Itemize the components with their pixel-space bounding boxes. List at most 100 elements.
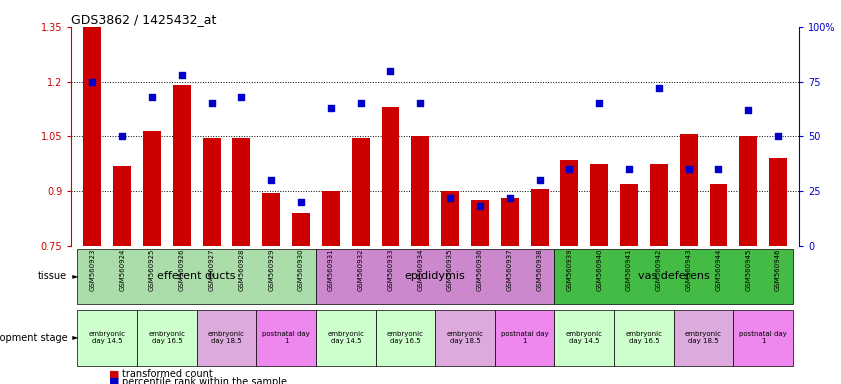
Bar [257,310,316,366]
Bar [316,249,554,304]
Text: GSM560926: GSM560926 [179,248,185,291]
Bar [770,158,787,246]
Text: ■: ■ [109,369,119,379]
Point [711,166,725,172]
Text: ►: ► [67,272,79,281]
Bar [554,310,614,366]
Bar [650,164,668,246]
Text: GSM560936: GSM560936 [477,248,483,291]
Bar [500,199,519,246]
Point [324,105,337,111]
Bar [560,160,579,246]
Bar [733,310,793,366]
Point [205,101,219,107]
Point [175,72,188,78]
Bar [352,138,370,246]
Bar [710,184,727,246]
Text: transformed count: transformed count [122,369,213,379]
Text: embryonic
day 14.5: embryonic day 14.5 [327,331,364,344]
Text: embryonic
day 18.5: embryonic day 18.5 [685,331,722,344]
Text: GSM560941: GSM560941 [626,248,632,291]
Text: GSM560931: GSM560931 [328,248,334,291]
Text: percentile rank within the sample: percentile rank within the sample [122,377,287,384]
Point [473,203,487,209]
Bar [554,249,793,304]
Text: GSM560927: GSM560927 [209,248,214,291]
Bar [382,107,399,246]
Text: postnatal day
1: postnatal day 1 [262,331,310,344]
Text: GSM560942: GSM560942 [656,248,662,291]
Text: GSM560937: GSM560937 [507,248,513,291]
Bar [83,27,101,246]
Point [414,101,427,107]
Point [652,85,665,91]
Point [443,195,457,201]
Text: embryonic
day 14.5: embryonic day 14.5 [89,331,126,344]
Bar [471,200,489,246]
Point [771,133,785,139]
Point [563,166,576,172]
Text: development stage: development stage [0,333,67,343]
Point [592,101,606,107]
Text: ►: ► [67,333,79,343]
Bar [411,136,429,246]
Text: embryonic
day 16.5: embryonic day 16.5 [387,331,424,344]
Text: efferent ducts: efferent ducts [157,271,236,281]
Text: embryonic
day 18.5: embryonic day 18.5 [208,331,245,344]
Point [235,94,248,100]
Text: GSM560925: GSM560925 [149,248,155,291]
Bar [436,310,495,366]
Text: GSM560934: GSM560934 [417,248,423,291]
Text: GDS3862 / 1425432_at: GDS3862 / 1425432_at [71,13,217,26]
Bar [674,310,733,366]
Text: GSM560946: GSM560946 [775,248,781,291]
Bar [442,191,459,246]
Text: GSM560928: GSM560928 [239,248,245,291]
Point [145,94,159,100]
Text: embryonic
day 14.5: embryonic day 14.5 [566,331,603,344]
Text: GSM560923: GSM560923 [89,248,95,291]
Text: tissue: tissue [38,271,67,281]
Text: GSM560938: GSM560938 [537,248,542,291]
Bar [680,134,697,246]
Bar [495,310,554,366]
Bar [531,189,548,246]
Text: GSM560932: GSM560932 [357,248,363,291]
Bar [77,310,137,366]
Bar [322,191,340,246]
Point [86,79,99,85]
Text: ■: ■ [109,377,119,384]
Point [354,101,368,107]
Point [265,177,278,183]
Bar [197,310,257,366]
Bar [232,138,251,246]
Text: GSM560940: GSM560940 [596,248,602,291]
Text: GSM560929: GSM560929 [268,248,274,291]
Bar [316,310,376,366]
Text: GSM560935: GSM560935 [447,248,453,291]
Point [294,199,308,205]
Text: GSM560939: GSM560939 [566,248,573,291]
Bar [262,193,280,246]
Bar [173,85,191,246]
Text: GSM560945: GSM560945 [745,248,751,291]
Point [682,166,696,172]
Text: postnatal day
1: postnatal day 1 [739,331,787,344]
Bar [376,310,436,366]
Text: embryonic
day 18.5: embryonic day 18.5 [447,331,484,344]
Point [115,133,129,139]
Text: GSM560933: GSM560933 [388,248,394,291]
Text: vas deferens: vas deferens [637,271,710,281]
Bar [614,310,674,366]
Bar [143,131,161,246]
Text: GSM560924: GSM560924 [119,248,125,291]
Point [533,177,547,183]
Bar [114,166,131,246]
Bar [620,184,638,246]
Text: postnatal day
1: postnatal day 1 [500,331,548,344]
Text: embryonic
day 16.5: embryonic day 16.5 [148,331,185,344]
Point [383,68,397,74]
Bar [203,138,220,246]
Text: GSM560943: GSM560943 [685,248,691,291]
Point [622,166,636,172]
